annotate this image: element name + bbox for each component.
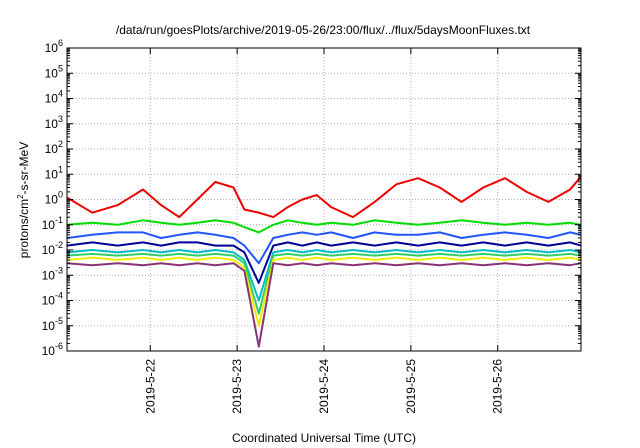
y-axis-title: protons/cm2-s-sr-MeV [16,142,31,258]
y-tick-label: 106 [45,38,63,55]
y-axis-title-part1: protons/cm [17,199,31,258]
x-tick-label: 2019-5-23 [230,359,244,414]
series-line-3 [66,231,582,265]
y-tick-mantissa: 10 [42,319,56,333]
y-tick-label: 10-5 [42,316,63,333]
y-tick-mantissa: 10 [42,294,56,308]
y-tick-label: 101 [45,164,63,181]
y-tick-exponent: 4 [58,89,63,99]
y-axis-title-part2: -s-sr-MeV [17,142,31,195]
y-tick-exponent: -4 [55,291,63,301]
series-line-4 [66,241,582,284]
y-axis-title-sup: 2 [16,194,25,199]
y-tick-mantissa: 10 [42,268,56,282]
x-tick-label: 2019-5-25 [404,359,418,414]
y-tick-exponent: -5 [55,316,63,326]
y-tick-exponent: -6 [55,341,63,351]
y-tick-label: 105 [45,63,63,80]
y-tick-label: 10-3 [42,265,63,282]
y-tick-mantissa: 10 [45,92,59,106]
y-tick-label: 104 [45,89,63,106]
y-tick-exponent: 0 [58,190,63,200]
y-axis: 10610510410310210110010-110-210-310-410-… [42,38,581,358]
y-tick-label: 10-2 [42,240,63,257]
y-tick-label: 102 [45,139,63,156]
grid-lines [67,48,581,351]
series-line-1 [66,176,582,219]
y-tick-exponent: 5 [58,63,63,73]
x-tick-label: 2019-5-24 [317,359,331,414]
y-tick-label: 10-1 [42,215,63,232]
y-tick-label: 10-6 [42,341,63,358]
series-line-5 [66,249,582,302]
y-tick-label: 100 [45,190,63,207]
y-tick-exponent: -2 [55,240,63,250]
y-tick-mantissa: 10 [45,41,59,55]
series-line-2 [66,219,582,234]
x-tick-label: 2019-5-22 [143,359,157,414]
x-axis-title: Coordinated Universal Time (UTC) [232,431,416,445]
series-line-6 [66,252,582,315]
series-line-8 [66,262,582,348]
y-tick-exponent: 3 [58,114,63,124]
y-tick-mantissa: 10 [42,344,56,358]
y-tick-mantissa: 10 [42,243,56,257]
y-tick-exponent: 1 [58,164,63,174]
y-tick-exponent: -3 [55,265,63,275]
y-tick-label: 103 [45,114,63,131]
series-line-7 [66,256,582,327]
y-tick-label: 10-4 [42,291,63,308]
y-tick-exponent: 6 [58,38,63,48]
y-tick-mantissa: 10 [45,142,59,156]
y-tick-mantissa: 10 [45,193,59,207]
x-axis: 2019-5-22 2019-5-23 2019-5-24 2019-5-25 2019… [143,48,505,414]
chart-title: /data/run/goesPlots/archive/2019-05-26/2… [116,23,531,37]
series-lines [66,176,582,348]
y-tick-mantissa: 10 [45,117,59,131]
y-tick-mantissa: 10 [42,218,56,232]
y-tick-exponent: -1 [55,215,63,225]
x-tick-label: 2019-5-26 [491,359,505,414]
y-tick-mantissa: 10 [45,66,59,80]
y-tick-exponent: 2 [58,139,63,149]
y-tick-mantissa: 10 [45,167,59,181]
